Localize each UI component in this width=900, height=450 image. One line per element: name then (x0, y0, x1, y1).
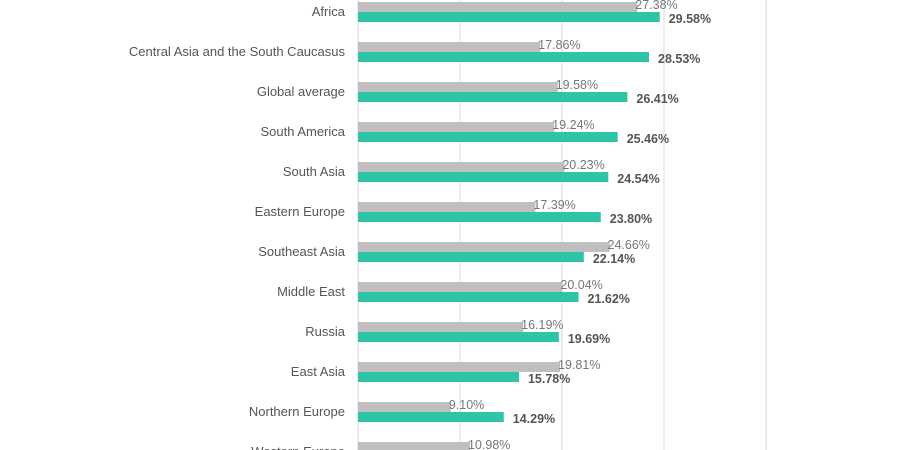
bar-gray (358, 442, 470, 450)
data-label-gray: 17.86% (538, 38, 580, 52)
data-label-teal: 26.41% (636, 92, 678, 106)
data-label-gray: 17.39% (533, 198, 575, 212)
data-label-teal: 29.58% (669, 12, 711, 26)
data-label-gray: 20.04% (560, 278, 602, 292)
category-label: East Asia (291, 364, 346, 379)
bar-teal (358, 12, 660, 22)
bar-gray (358, 2, 638, 12)
data-label-teal: 21.62% (588, 292, 630, 306)
data-label-teal: 24.54% (617, 172, 659, 186)
bar-teal (358, 252, 584, 262)
category-label: Southeast Asia (258, 244, 345, 259)
category-label: Eastern Europe (255, 204, 345, 219)
category-label: Northern Europe (249, 404, 345, 419)
bar-teal (358, 412, 504, 422)
bar-teal (358, 372, 519, 382)
data-label-gray: 24.66% (608, 238, 650, 252)
bar-gray (358, 202, 536, 212)
bar-gray (358, 122, 555, 132)
category-label: Global average (257, 84, 345, 99)
bar-teal (358, 172, 609, 182)
data-label-gray: 16.19% (521, 318, 563, 332)
data-label-gray: 19.58% (556, 78, 598, 92)
data-label-teal: 22.14% (593, 252, 635, 266)
bar-gray (358, 322, 524, 332)
bar-teal (358, 292, 579, 302)
bars (358, 2, 660, 450)
bar-teal (358, 92, 628, 102)
data-label-gray: 10.98% (468, 438, 510, 450)
data-label-gray: 20.23% (562, 158, 604, 172)
data-label-teal: 23.80% (610, 212, 652, 226)
category-label: Central Asia and the South Caucasus (129, 44, 346, 59)
bar-gray (358, 162, 565, 172)
category-label: South America (260, 124, 345, 139)
category-label: South Asia (283, 164, 346, 179)
data-label-teal: 28.53% (658, 52, 700, 66)
bar-teal (358, 332, 559, 342)
data-label-gray: 9.10% (449, 398, 484, 412)
category-label: Middle East (277, 284, 345, 299)
data-label-teal: 19.69% (568, 332, 610, 346)
labels: Africa 27.38%29.58% Central Asia and the S… (129, 0, 711, 450)
category-label: Western Europe (251, 444, 345, 450)
bar-gray (358, 362, 561, 372)
data-label-teal: 14.29% (513, 412, 555, 426)
bar-teal (358, 212, 601, 222)
category-label: Africa (312, 4, 346, 19)
bar-gray (358, 82, 558, 92)
data-label-gray: 19.81% (558, 358, 600, 372)
bar-gray (358, 242, 610, 252)
data-label-gray: 27.38% (635, 0, 677, 12)
bar-teal (358, 132, 618, 142)
data-label-teal: 25.46% (627, 132, 669, 146)
category-label: Russia (305, 324, 346, 339)
bar-gray (358, 402, 451, 412)
bar-gray (358, 42, 541, 52)
bar-teal (358, 52, 650, 62)
bar-gray (358, 282, 563, 292)
data-label-gray: 19.24% (552, 118, 594, 132)
data-label-teal: 15.78% (528, 372, 570, 386)
